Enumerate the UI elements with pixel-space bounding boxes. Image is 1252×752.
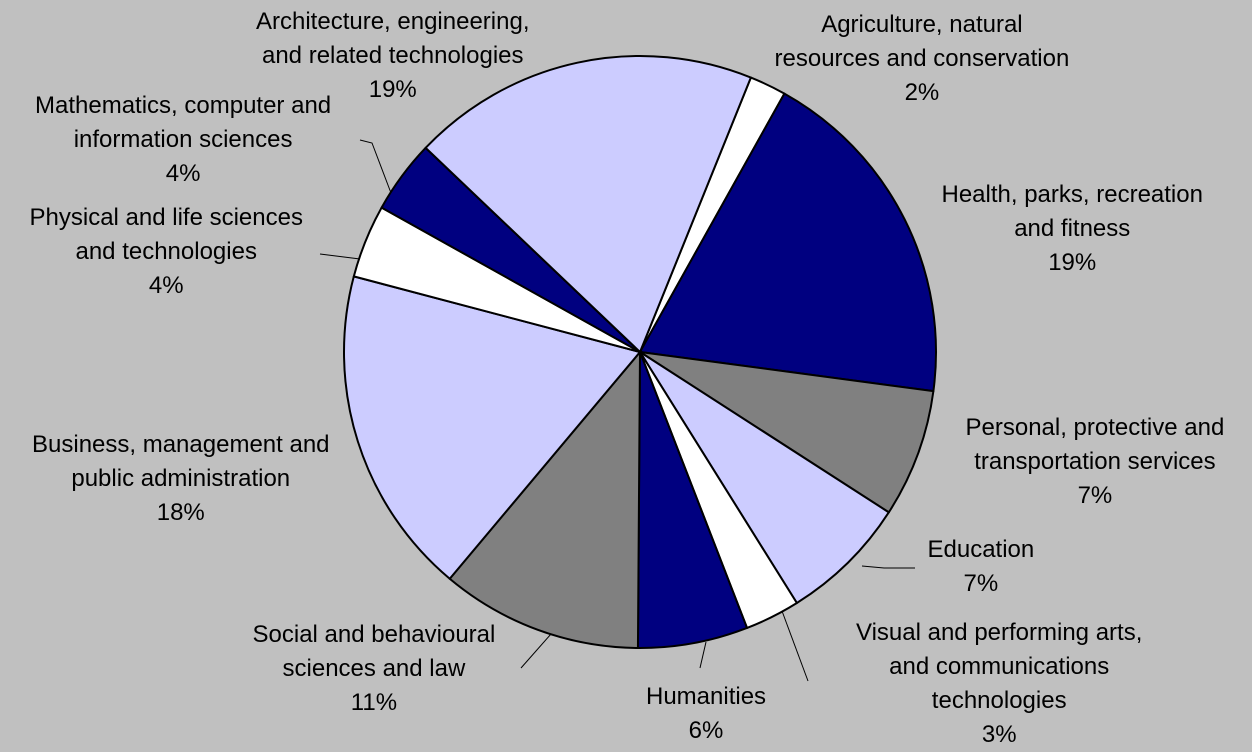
slice-label: Personal, protective and transportation s…	[966, 411, 1225, 513]
slice-label: Health, parks, recreation and fitness 19%	[942, 178, 1203, 280]
slice-label-text: transportation services	[974, 448, 1216, 475]
slice-label: Agriculture, natural resources and conser…	[775, 8, 1070, 110]
slice-percent: 19%	[368, 76, 417, 103]
slice-label-text: Humanities	[646, 683, 767, 710]
slice-label: Architecture, engineering, and related te…	[256, 5, 530, 107]
leader-line	[319, 253, 361, 260]
slice-percent: 4%	[165, 160, 201, 187]
slice-label-text: Mathematics, computer and	[35, 92, 332, 119]
slice-label: Physical and life sciences and technologi…	[30, 201, 303, 303]
slice-label: Business, management and public administr…	[32, 428, 330, 530]
slice-label-text: Social and behavioural	[252, 621, 496, 648]
slice-label-text: Architecture, engineering,	[256, 8, 530, 35]
slice-label-text: and fitness	[1014, 215, 1131, 242]
leader-line	[359, 139, 392, 194]
slice-label-text: Business, management and	[32, 431, 330, 458]
slice-label: Visual and performing arts, and communica…	[856, 616, 1142, 752]
slice-percent: 6%	[688, 717, 724, 744]
pie-slice	[639, 92, 937, 393]
slice-label-text: and related technologies	[261, 42, 524, 69]
slice-label-text: and technologies	[75, 238, 257, 265]
pie-slice	[424, 54, 752, 353]
slice-label-text: Education	[927, 536, 1035, 563]
slice-label-text: technologies	[931, 687, 1067, 714]
slice-percent: 7%	[963, 570, 999, 597]
slice-label-text: Agriculture, natural	[821, 11, 1023, 38]
leader-line	[781, 610, 809, 682]
pie-slice	[639, 351, 935, 514]
slice-label-text: public administration	[71, 465, 291, 492]
pie-slice	[343, 275, 641, 580]
leader-line	[699, 641, 707, 669]
leader-line	[861, 565, 915, 569]
slice-label: Humanities 6%	[646, 680, 766, 748]
slice-label-text: Personal, protective and	[965, 414, 1225, 441]
slice-label-text: information sciences	[73, 126, 293, 153]
slice-percent: 2%	[904, 79, 940, 106]
pie-slice	[639, 351, 890, 605]
pie-slice	[448, 351, 641, 649]
slice-percent: 18%	[156, 499, 205, 526]
leader-line	[520, 633, 552, 669]
slice-percent: 11%	[350, 689, 398, 716]
slice-label-text: Physical and life sciences	[29, 204, 303, 231]
slice-label-text: Health, parks, recreation	[941, 181, 1203, 208]
slice-label: Education 7%	[928, 533, 1035, 601]
slice-label-text: sciences and law	[282, 655, 466, 682]
slice-label-text: Visual and performing arts,	[856, 619, 1143, 646]
slice-label-text: resources and conservation	[774, 45, 1070, 72]
slice-label-text: and communications	[889, 653, 1110, 680]
slice-percent: 7%	[1077, 482, 1113, 509]
slice-label: Social and behavioural sciences and law 11…	[253, 618, 496, 720]
slice-percent: 4%	[148, 272, 184, 299]
slice-percent: 3%	[981, 721, 1017, 748]
slice-percent: 19%	[1048, 249, 1097, 276]
slice-label: Mathematics, computer and information sci…	[35, 89, 331, 191]
